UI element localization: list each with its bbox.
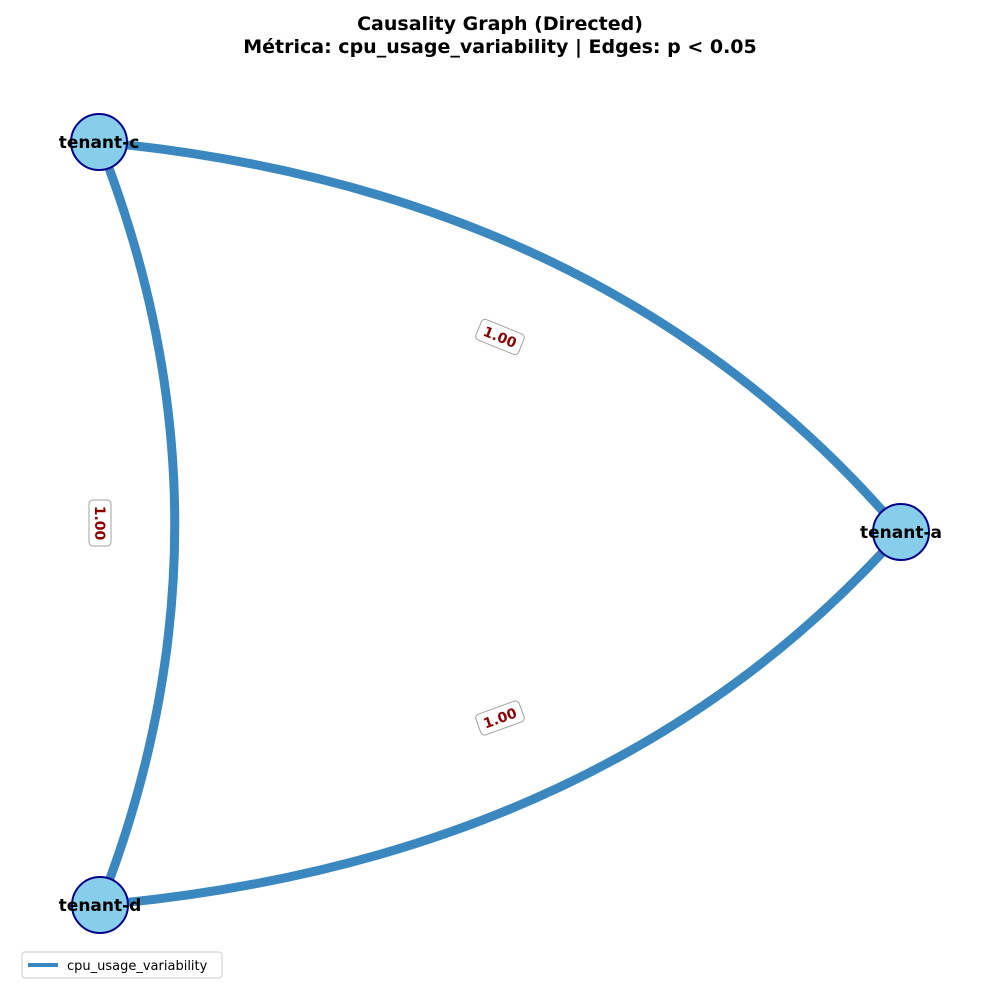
node-tenant-a: tenant-a (860, 503, 942, 561)
node-circle (71, 876, 129, 934)
edge-tenant-c-to-tenant-d (94, 140, 180, 907)
node-tenant-c: tenant-c (59, 113, 140, 171)
legend-frame (21, 951, 223, 979)
edge-labels-layer: 1.00 1.00 1.00 (88, 318, 525, 736)
node-label: tenant-d (59, 896, 142, 916)
node-label: tenant-a (860, 523, 942, 543)
edges-layer (94, 137, 905, 910)
node-circle (70, 113, 128, 171)
edge-tenant-d-to-tenant-a (99, 529, 905, 910)
node-label: tenant-c (59, 133, 140, 153)
edge-label: 1.00 (88, 499, 112, 547)
edge-label-box (475, 700, 525, 736)
edge-tenant-c-to-tenant-a (98, 137, 905, 535)
graph-title: Causality Graph (Directed) (357, 13, 643, 35)
legend-label: cpu_usage_variability (67, 959, 208, 974)
edge-label: 1.00 (475, 700, 525, 736)
edge-label-box (88, 499, 112, 547)
node-circle (872, 503, 930, 561)
graph-subtitle: Métrica: cpu_usage_variability | Edges: … (243, 36, 757, 58)
edge-label-value: 1.00 (91, 506, 107, 541)
edge-label: 1.00 (475, 318, 525, 356)
legend: cpu_usage_variability (21, 951, 223, 979)
edge-label-box (475, 318, 525, 356)
nodes-layer: tenant-c tenant-a tenant-d (59, 113, 942, 934)
node-tenant-d: tenant-d (59, 876, 142, 934)
